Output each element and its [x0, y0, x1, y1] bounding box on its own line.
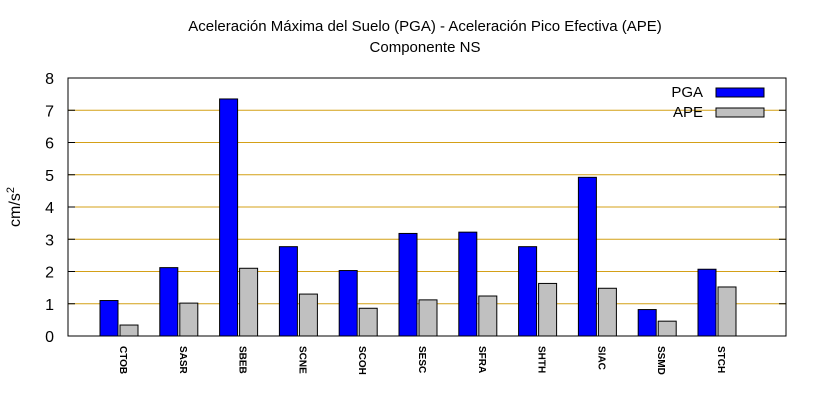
x-category-label: SBEB [237, 346, 248, 374]
bar-pga-ctob [99, 300, 119, 337]
x-category-label: SASR [177, 346, 188, 375]
y-tick-label: 4 [45, 200, 54, 217]
bar-pga-ssmd [637, 309, 657, 337]
bar-ape-stch [717, 286, 737, 337]
y-tick-label: 0 [45, 329, 54, 346]
y-tick-label: 1 [45, 297, 54, 314]
legend-swatch [715, 107, 765, 118]
bar-ape-sfra [478, 295, 498, 337]
bar-pga-siac [577, 176, 597, 337]
grid-lines [68, 109, 786, 305]
bar-ape-ssmd [657, 320, 677, 337]
y-tick-label: 2 [45, 265, 54, 282]
x-axis-category-labels: CTOB SASR SBEB SCNE SCOH SESC SFRA SHTH SIAC SSMD… [117, 346, 726, 375]
legend: PGA APE [671, 84, 765, 121]
x-category-label: SHTH [536, 346, 547, 373]
x-category-label: SIAC [595, 346, 606, 370]
bar-pga-scne [278, 246, 298, 337]
bar-ape-scoh [358, 307, 378, 337]
y-tick-label: 7 [45, 103, 54, 120]
chart-subtitle: Componente NS [370, 39, 481, 56]
bar-pga-sbeb [219, 98, 239, 337]
bar-pga-sasr [159, 267, 179, 337]
x-category-label: SSMD [655, 346, 666, 375]
legend-label: PGA [671, 84, 703, 101]
bar-ape-sesc [418, 299, 438, 337]
y-tick-label: 6 [45, 136, 54, 153]
bars [99, 98, 737, 337]
y-tick-label: 3 [45, 232, 54, 249]
y-tick-label: 5 [45, 168, 54, 185]
y-axis-ticks: 0 1 2 3 4 5 6 7 8 [45, 71, 786, 346]
x-category-label: SFRA [476, 346, 487, 373]
bar-pga-shth [518, 246, 538, 337]
y-tick-label: 8 [45, 71, 54, 88]
x-category-label: SCNE [296, 346, 307, 374]
bar-pga-sesc [398, 232, 418, 337]
bar-ape-scne [298, 293, 318, 337]
bar-ape-sbeb [239, 267, 259, 337]
x-category-label: STCH [715, 346, 726, 373]
bar-ape-sasr [179, 302, 199, 337]
x-category-label: SCOH [356, 346, 367, 375]
bar-pga-sfra [458, 231, 478, 337]
bar-ape-shth [538, 282, 558, 337]
bar-ape-siac [597, 287, 617, 337]
bar-pga-stch [697, 268, 717, 337]
legend-label: APE [673, 104, 703, 121]
legend-swatch [715, 87, 765, 98]
bar-pga-scoh [338, 270, 358, 337]
bar-ape-ctob [119, 324, 139, 337]
x-category-label: SESC [416, 346, 427, 373]
chart-title: Aceleración Máxima del Suelo (PGA) - Ace… [188, 18, 662, 35]
plot-frame [67, 77, 787, 337]
x-category-label: CTOB [117, 346, 128, 374]
y-axis-label-unit: cm/s [7, 193, 24, 227]
y-axis-label-exponent: 2 [5, 187, 17, 193]
y-axis-label: cm/s2 [5, 187, 24, 227]
